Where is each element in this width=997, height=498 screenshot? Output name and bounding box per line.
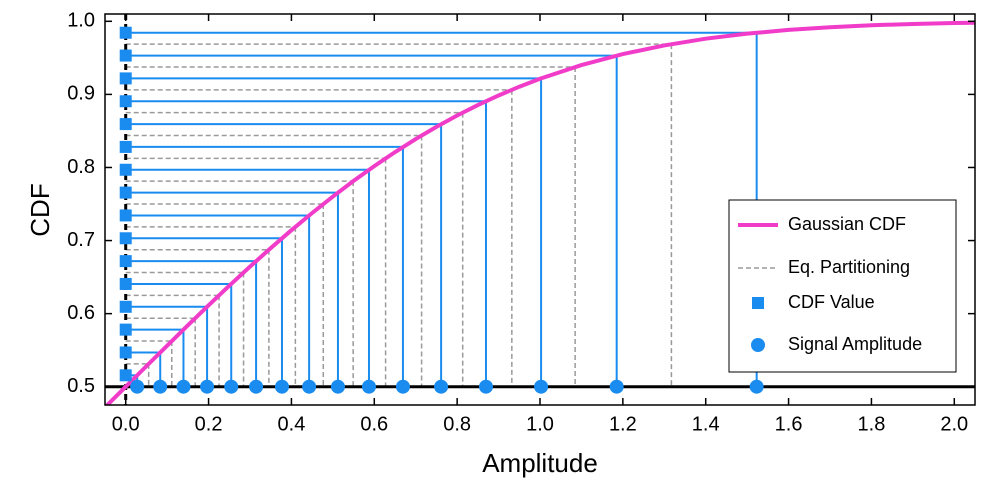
y-axis-label: CDF [25,183,55,236]
legend: Gaussian CDF Eq. Partitioning CDF Value Sig… [728,199,957,373]
amplitude-marker [274,379,289,394]
legend-box [728,199,957,373]
legend-label: Signal Amplitude [788,334,922,354]
amplitude-marker [361,379,376,394]
x-tick-label: 0.8 [443,413,471,435]
y-tick-label: 0.7 [67,229,95,251]
cdf-marker [119,346,132,359]
cdf-marker [119,163,132,176]
x-tick-label: 0.4 [278,413,306,435]
legend-label: Eq. Partitioning [788,257,910,277]
cdf-marker [119,300,132,313]
amplitude-marker [534,379,549,394]
legend-label: CDF Value [788,292,875,312]
x-axis-label: Amplitude [482,448,598,478]
cdf-curve [105,20,975,405]
x-tick-label: 2.0 [940,413,968,435]
x-tick-label: 1.0 [526,413,554,435]
amplitude-marker [478,379,493,394]
amplitude-marker [176,379,191,394]
cdf-marker [119,323,132,336]
amplitude-marker [130,379,145,394]
amplitude-marker [330,379,345,394]
cdf-marker [119,255,132,268]
cdf-marker [119,186,132,199]
cdf-marker [119,26,132,39]
cdf-marker [119,118,132,131]
y-tick-label: 1.0 [67,10,95,32]
amplitude-marker [395,379,410,394]
amplitude-marker [434,379,449,394]
amplitude-marker [609,379,624,394]
x-tick-label: 1.4 [692,413,720,435]
x-tick-label: 0.0 [112,413,140,435]
cdf-marker [119,369,132,382]
amplitude-marker [249,379,264,394]
legend-swatch [752,297,764,309]
y-tick-label: 0.5 [67,375,95,397]
plot-area [105,14,975,405]
cdf-marker [119,140,132,153]
y-tick-label: 0.6 [67,302,95,324]
amplitude-marker [749,379,764,394]
x-tick-label: 1.8 [858,413,886,435]
amplitude-marker [302,379,317,394]
cdf-marker [119,72,132,85]
x-tick-label: 0.6 [360,413,388,435]
cdf-marker [119,49,132,62]
x-tick-label: 1.6 [775,413,803,435]
amplitude-marker [153,379,168,394]
cdf-marker [119,232,132,245]
cdf-marker [119,95,132,108]
y-tick-label: 0.9 [67,83,95,105]
x-tick-label: 0.2 [195,413,223,435]
legend-swatch [751,338,765,352]
cdf-marker [119,209,132,222]
amplitude-marker [200,379,215,394]
x-tick-label: 1.2 [609,413,637,435]
legend-label: Gaussian CDF [788,214,906,234]
cdf-marker [119,277,132,290]
y-tick-label: 0.8 [67,156,95,178]
amplitude-marker [224,379,239,394]
